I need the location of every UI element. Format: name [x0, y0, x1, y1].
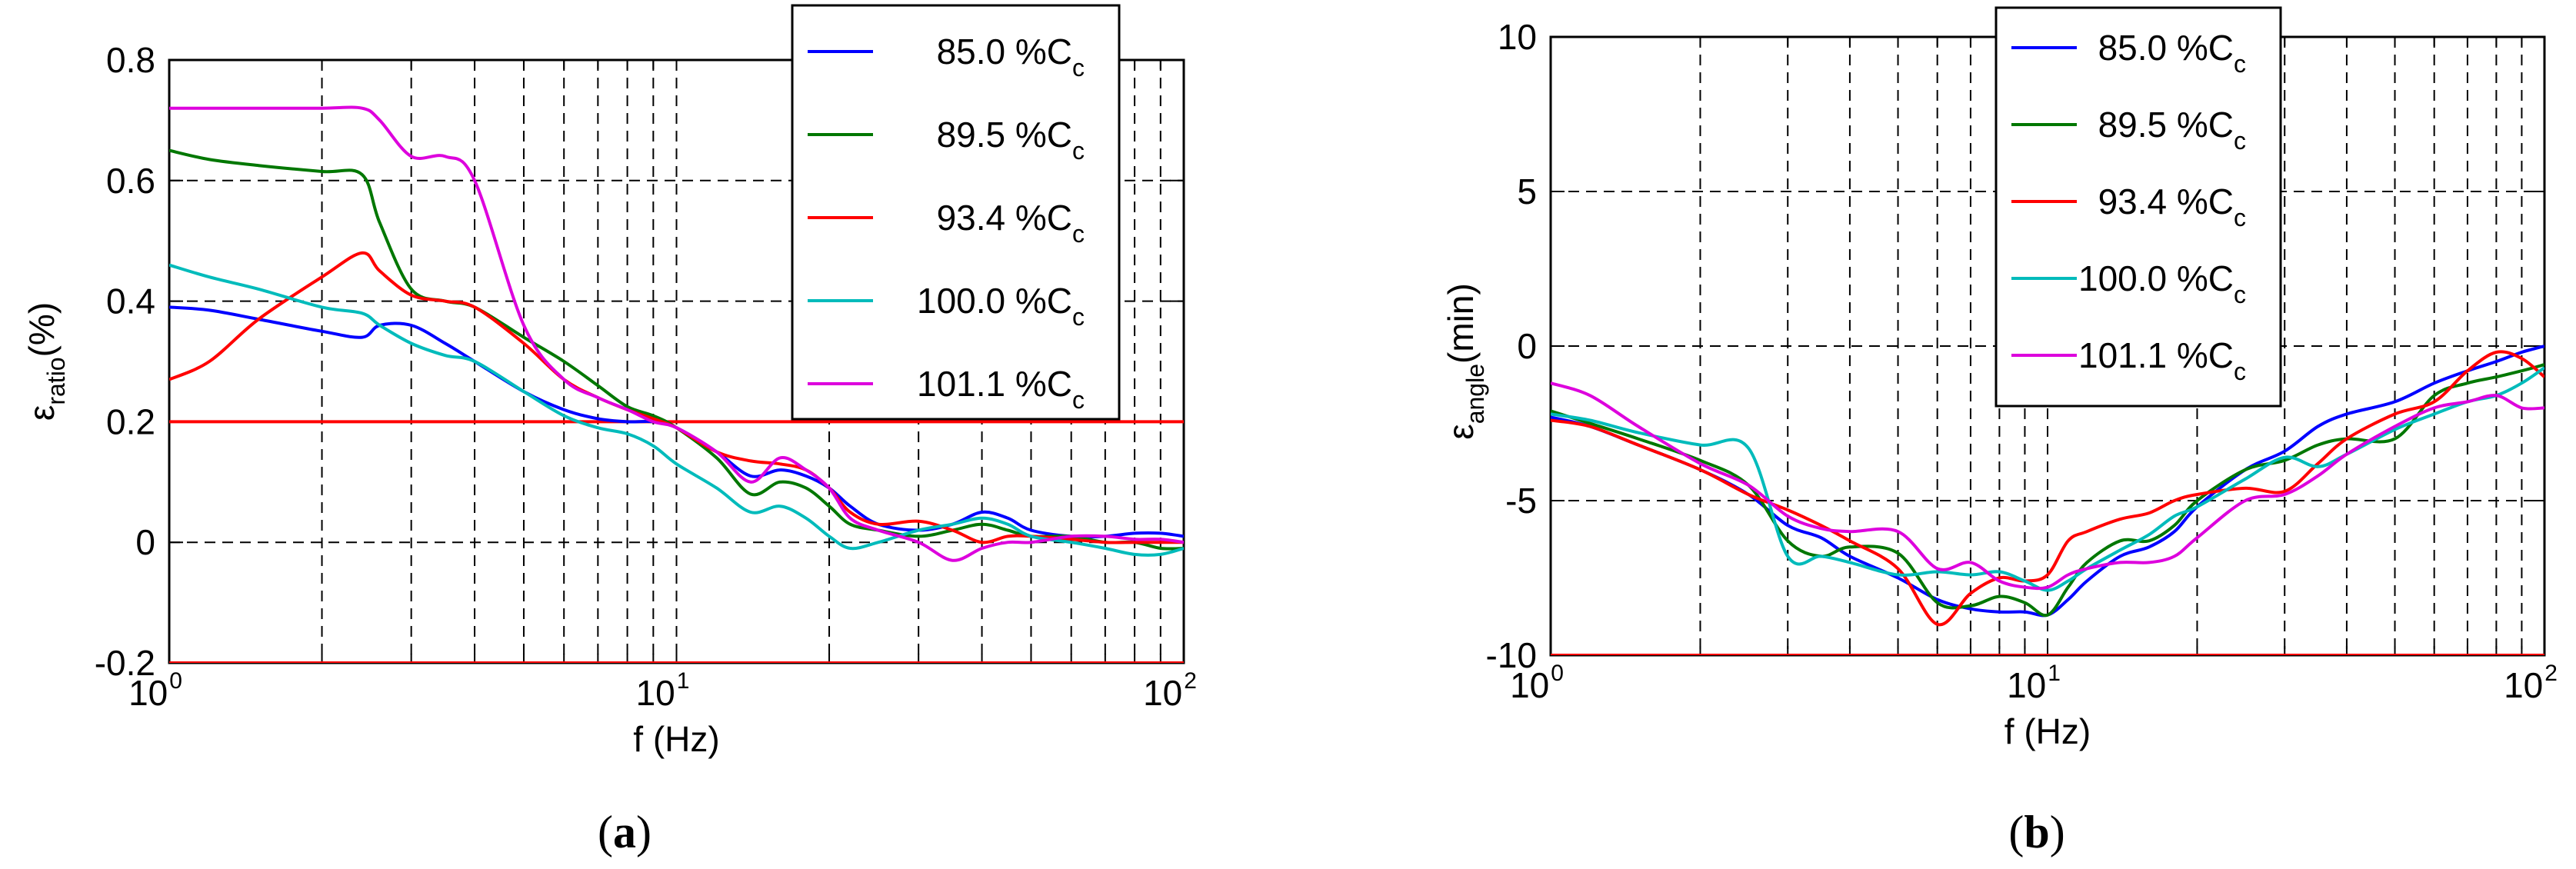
series-line-3: [1551, 366, 2544, 592]
y-tick-label: -10: [1486, 635, 1537, 675]
legend-name: 100.0 %C: [917, 281, 1072, 321]
y-tick-label: -0.2: [95, 643, 155, 683]
x-tick-exponent: 1: [2048, 661, 2061, 686]
x-axis-label: f (Hz): [2004, 711, 2091, 751]
x-tick-base: 10: [2504, 665, 2543, 705]
y-axis-subscript: angle: [1461, 364, 1489, 424]
caption-b: (b): [2008, 807, 2064, 857]
y-tick-label: 0.4: [106, 281, 155, 321]
y-axis-subscript: ratio: [42, 357, 70, 405]
x-tick-base: 10: [1510, 665, 1549, 705]
legend-name-subscript: c: [1072, 137, 1085, 165]
series-line-0: [1551, 345, 2544, 618]
legend-label-4: 101.1 %Cc: [2078, 335, 2246, 385]
y-tick-label: 10: [1498, 17, 1537, 57]
x-tick-exponent: 1: [677, 668, 690, 694]
x-tick-exponent: 2: [2544, 661, 2558, 686]
y-tick-label: 0.8: [106, 40, 155, 80]
legend-box: [791, 4, 1121, 421]
x-tick-base: 10: [1143, 673, 1182, 713]
legend-label-1: 89.5 %Cc: [2098, 105, 2246, 155]
x-tick-label: 102: [1143, 668, 1197, 713]
x-tick-exponent: 0: [169, 668, 182, 694]
legend-label-4: 101.1 %Cc: [917, 364, 1085, 414]
legend-name: 100.0 %C: [2078, 258, 2234, 298]
legend-name: 93.4 %C: [937, 198, 1072, 238]
y-tick-label: 0.6: [106, 161, 155, 201]
legend-name-subscript: c: [2234, 358, 2246, 385]
series-line-4: [1551, 381, 2544, 591]
x-tick-label: 102: [2504, 661, 2558, 705]
legend-name-subscript: c: [2234, 50, 2246, 78]
legend-name-subscript: c: [2234, 204, 2246, 231]
legend-name: 85.0 %C: [2098, 28, 2234, 68]
legend-box: [1994, 6, 2282, 408]
x-tick-label: 101: [636, 668, 690, 713]
y-axis-unit: (%): [22, 302, 62, 358]
y-axis-unit: (min): [1441, 283, 1481, 364]
data-area: [169, 105, 1184, 663]
x-tick-label: 101: [2007, 661, 2061, 705]
y-axis-symbol: ε: [1441, 424, 1481, 440]
legend-name-subscript: c: [1072, 386, 1085, 414]
y-axis-label: εangle(min): [1441, 283, 1489, 440]
legend-label-1: 89.5 %Cc: [937, 115, 1085, 165]
legend-name-subscript: c: [1072, 303, 1085, 331]
legend-name: 89.5 %C: [937, 115, 1072, 155]
y-tick-label: 5: [1517, 171, 1537, 211]
legend-label-3: 100.0 %Cc: [2078, 258, 2246, 308]
x-tick-label: 100: [128, 668, 182, 713]
legend-label-3: 100.0 %Cc: [917, 281, 1085, 331]
x-tick-exponent: 0: [1551, 661, 1564, 686]
x-tick-base: 10: [128, 673, 168, 713]
x-tick-base: 10: [636, 673, 675, 713]
legend-label-2: 93.4 %Cc: [2098, 181, 2246, 231]
series-line-4: [169, 105, 1184, 562]
legend-name: 85.0 %C: [937, 32, 1072, 72]
x-tick-label: 100: [1510, 661, 1564, 705]
legend-label-0: 85.0 %Cc: [2098, 28, 2246, 78]
legend-label-2: 93.4 %Cc: [937, 198, 1085, 248]
x-tick-base: 10: [2007, 665, 2046, 705]
legend-name: 89.5 %C: [2098, 105, 2234, 145]
y-axis-symbol: ε: [22, 405, 62, 421]
y-tick-label: 0: [1517, 326, 1537, 366]
panel-a: 100 101 102-0.200.20.40.60.8f (Hz)εratio(%…: [22, 4, 1197, 759]
legend-name-subscript: c: [1072, 220, 1085, 248]
legend-name-subscript: c: [2234, 281, 2246, 308]
legend-name-subscript: c: [2234, 127, 2246, 155]
caption-a: (a): [598, 807, 651, 857]
legend-label-0: 85.0 %Cc: [937, 32, 1085, 82]
y-tick-label: 0: [135, 522, 155, 562]
data-area: [1551, 345, 2544, 655]
x-axis-label: f (Hz): [633, 719, 719, 759]
x-tick-exponent: 2: [1184, 668, 1197, 694]
series-line-3: [169, 263, 1184, 557]
legend-name: 101.1 %C: [2078, 335, 2234, 375]
y-axis-label: εratio(%): [22, 302, 70, 421]
y-tick-label: -5: [1505, 481, 1537, 521]
legend-name: 93.4 %C: [2098, 181, 2234, 221]
series-line-1: [1551, 363, 2544, 618]
legend-name-subscript: c: [1072, 54, 1085, 82]
y-tick-label: 0.2: [106, 401, 155, 441]
legend-name: 101.1 %C: [917, 364, 1072, 404]
